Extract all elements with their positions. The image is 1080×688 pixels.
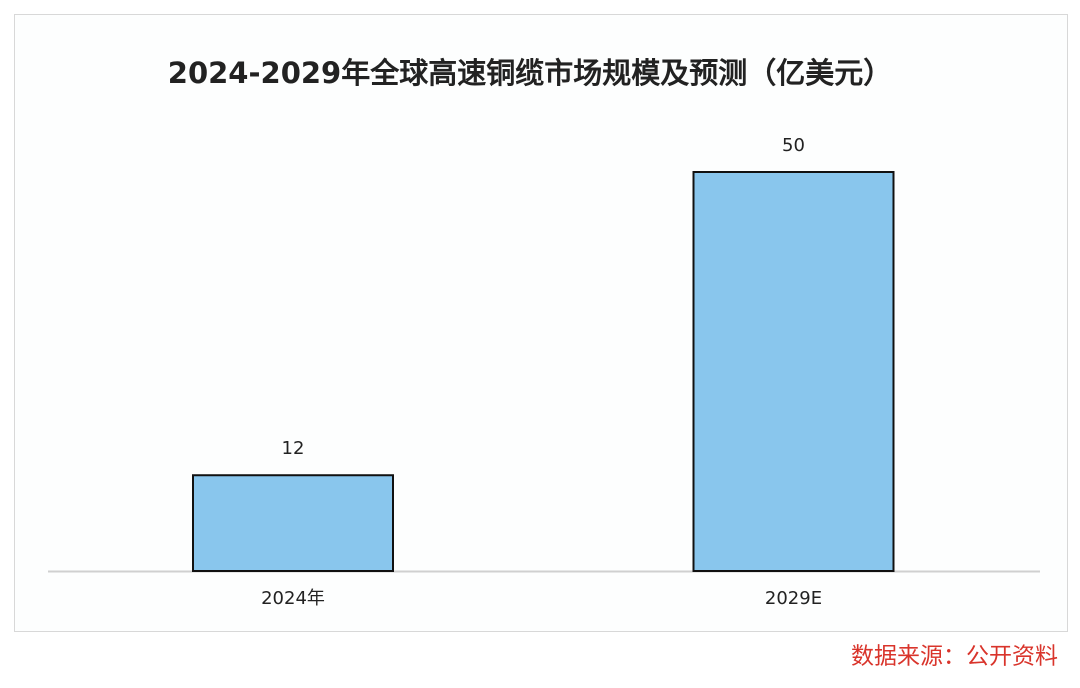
source-note: 数据来源：公开资料: [851, 644, 1058, 670]
value-label: 12: [282, 438, 305, 459]
chart-title: 2024-2029年全球高速铜缆市场规模及预测（亿美元）: [168, 56, 892, 90]
bar: [192, 474, 394, 572]
value-label: 50: [782, 135, 805, 156]
x-tick-label: 2024年: [261, 588, 325, 609]
x-tick-label: 2029E: [765, 588, 822, 609]
chart-frame: [14, 14, 1068, 632]
bar: [692, 171, 895, 572]
